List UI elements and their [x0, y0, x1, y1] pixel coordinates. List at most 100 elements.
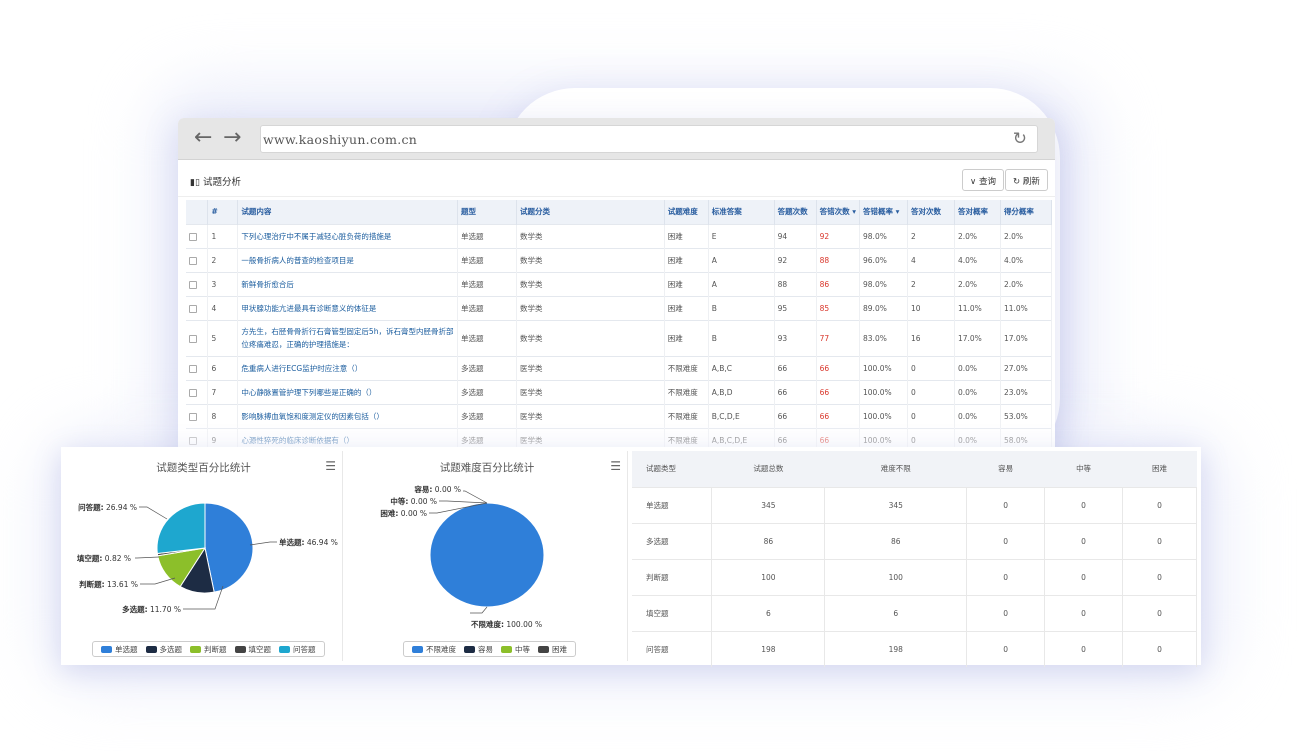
pie-slice[interactable] — [156, 502, 206, 555]
stats-cell: 0 — [1044, 594, 1124, 631]
chart-title: 试题类型百分比统计 — [156, 462, 251, 474]
hamburger-menu-icon[interactable]: ☰ — [610, 459, 621, 473]
row-checkbox[interactable] — [189, 334, 197, 343]
column-header[interactable]: 试题内容 — [237, 200, 459, 224]
row-checkbox[interactable] — [189, 304, 197, 313]
row-checkbox[interactable] — [189, 256, 197, 265]
legend-swatch — [279, 645, 290, 653]
legend-item[interactable]: 问答题 — [279, 644, 316, 655]
cell-right-rate: 11.0% — [954, 295, 1001, 320]
legend-swatch — [538, 645, 549, 653]
column-header[interactable]: 题型 — [457, 200, 517, 224]
row-checkbox[interactable] — [189, 232, 197, 241]
cell-right: 0 — [907, 379, 955, 404]
cell-score-rate: 2.0% — [1000, 271, 1053, 296]
cell-cat: 数学类 — [516, 223, 665, 248]
table-row[interactable]: 7 中心静脉置管护理下列哪些是正确的（） 多选题 医学类 不限难度 A,B,D 66 66 10… — [186, 379, 1053, 404]
query-button[interactable]: ∨ 查询 — [962, 169, 1004, 191]
table-row[interactable]: 2 一般骨折病人的普查的检查项目是 单选题 数学类 困难 A 92 88 96.0% 4 4.0% 4… — [186, 247, 1053, 272]
table-row[interactable]: 5 方先生，右胫骨骨折行石膏管型固定后5h，诉石膏型内胫骨折部位疼痛难忍，正确的护… — [186, 319, 1053, 356]
chart-title: 试题难度百分比统计 — [439, 462, 535, 474]
legend-item[interactable]: 单选题 — [101, 644, 138, 655]
column-header[interactable]: 试题难度 — [664, 200, 709, 224]
cell-q[interactable]: 一般骨折病人的普查的检查项目是 — [237, 247, 459, 272]
cell-q[interactable]: 下列心理治疗中不属于减轻心脏负荷的措施是 — [237, 223, 459, 248]
legend-item[interactable]: 多选题 — [145, 644, 182, 655]
legend-swatch — [412, 645, 423, 653]
refresh-button[interactable]: ↻ 刷新 — [1005, 169, 1048, 191]
column-header[interactable]: 标准答案 — [708, 200, 775, 224]
pie-data-label: 填空题: 0.82 % — [77, 553, 131, 563]
arrow-left-icon[interactable]: ← — [194, 125, 213, 150]
row-checkbox[interactable] — [189, 388, 197, 397]
cell-n: 2 — [207, 247, 239, 272]
row-checkbox[interactable] — [189, 280, 197, 289]
pie-slice[interactable] — [204, 502, 254, 593]
column-header: 难度不限 — [824, 451, 967, 487]
cell-diff: 不限难度 — [664, 379, 709, 404]
pie-data-label: 中等: 0.00 % — [390, 496, 437, 506]
address-bar[interactable]: www.kaoshiyun.com.cn ↻ — [260, 125, 1038, 153]
column-header[interactable]: 答对次数 — [907, 200, 955, 224]
table-row[interactable]: 1 下列心理治疗中不属于减轻心脏负荷的措施是 单选题 数学类 困难 E 94 92 98.0% 2… — [186, 223, 1053, 248]
pie-slice[interactable] — [429, 502, 545, 608]
row-checkbox-cell — [186, 271, 209, 296]
legend-item[interactable]: 不限难度 — [412, 644, 456, 655]
table-row[interactable]: 6 危重病人进行ECG监护时应注意（） 多选题 医学类 不限难度 A,B,C 66 66 100… — [186, 355, 1053, 380]
cell-diff: 困难 — [664, 271, 709, 296]
panel-title: ▮▯ 试题分析 — [190, 174, 241, 188]
pie-data-label: 困难: 0.00 % — [380, 508, 427, 518]
column-header[interactable]: 答错次数 ▾ — [816, 200, 861, 224]
hamburger-menu-icon[interactable]: ☰ — [325, 459, 336, 473]
cell-wrong-rate: 100.0% — [859, 379, 908, 404]
legend-item[interactable]: 判断题 — [190, 644, 227, 655]
stats-cell: 345 — [824, 486, 968, 523]
legend-swatch — [234, 645, 246, 653]
legend-swatch — [501, 645, 512, 653]
column-header[interactable]: # — [207, 200, 239, 224]
column-header[interactable]: 答错概率 ▾ — [859, 200, 908, 224]
arrow-right-icon[interactable]: → — [223, 125, 242, 150]
pie-data-label: 容易: 0.00 % — [413, 484, 461, 494]
refresh-icon[interactable]: ↻ — [1012, 129, 1027, 149]
row-checkbox-cell — [186, 247, 209, 272]
cell-q[interactable]: 甲状腺功能亢进最具有诊断意义的体征是 — [237, 295, 459, 320]
column-header[interactable]: 得分概率 — [1000, 200, 1053, 224]
cell-total: 94 — [774, 223, 817, 248]
stats-row: 填空题 6 6 0 0 0 — [632, 594, 1197, 631]
column-header[interactable]: 答对概率 — [954, 200, 1001, 224]
pie-svg: 单选题: 46.94 % 多选题: 11.70 % 判断题: 13.61 % 填空题:… — [77, 502, 338, 614]
row-checkbox-cell — [186, 223, 209, 248]
cell-n: 7 — [207, 379, 239, 404]
question-table: # 试题内容 题型 试题分类 试题难度 标准答案 答题次数 答错次数 ▾ 答错概… — [186, 200, 1053, 452]
stats-cell: 0 — [1122, 522, 1197, 559]
cell-q[interactable]: 中心静脉置管护理下列哪些是正确的（） — [237, 379, 459, 404]
stats-cell: 198 — [711, 630, 826, 667]
stats-cell: 填空题 — [632, 594, 713, 631]
legend-item[interactable]: 填空题 — [234, 644, 271, 655]
cell-total: 93 — [774, 319, 817, 356]
cell-type: 单选题 — [457, 319, 517, 356]
cell-diff: 困难 — [664, 223, 709, 248]
row-checkbox[interactable] — [189, 364, 197, 373]
legend-item[interactable]: 容易 — [464, 644, 493, 655]
table-row[interactable]: 4 甲状腺功能亢进最具有诊断意义的体征是 单选题 数学类 困难 B 95 85 89.0% 10 1… — [186, 295, 1053, 320]
cell-q[interactable]: 新鲜骨折愈合后 — [237, 271, 459, 296]
cell-diff: 不限难度 — [664, 355, 709, 380]
legend-item[interactable]: 困难 — [538, 644, 567, 655]
cell-wrong: 66 — [816, 355, 861, 380]
legend-item[interactable]: 中等 — [501, 644, 530, 655]
cell-q[interactable]: 危重病人进行ECG监护时应注意（） — [237, 355, 459, 380]
column-header[interactable]: 答题次数 — [774, 200, 817, 224]
stats-cell: 0 — [966, 486, 1046, 523]
stats-cell: 0 — [966, 558, 1046, 595]
cell-right: 4 — [907, 247, 955, 272]
row-checkbox-cell — [186, 379, 209, 404]
cell-ans: A,B,D — [708, 379, 775, 404]
cell-total: 66 — [774, 355, 817, 380]
stats-cell: 198 — [824, 630, 968, 667]
stats-cell: 0 — [1122, 558, 1197, 595]
cell-q[interactable]: 方先生，右胫骨骨折行石膏管型固定后5h，诉石膏型内胫骨折部位疼痛难忍，正确的护理… — [237, 319, 459, 356]
column-header[interactable]: 试题分类 — [516, 200, 665, 224]
table-row[interactable]: 3 新鲜骨折愈合后 单选题 数学类 困难 A 88 86 98.0% 2 2.0% 2.0% — [186, 271, 1053, 296]
